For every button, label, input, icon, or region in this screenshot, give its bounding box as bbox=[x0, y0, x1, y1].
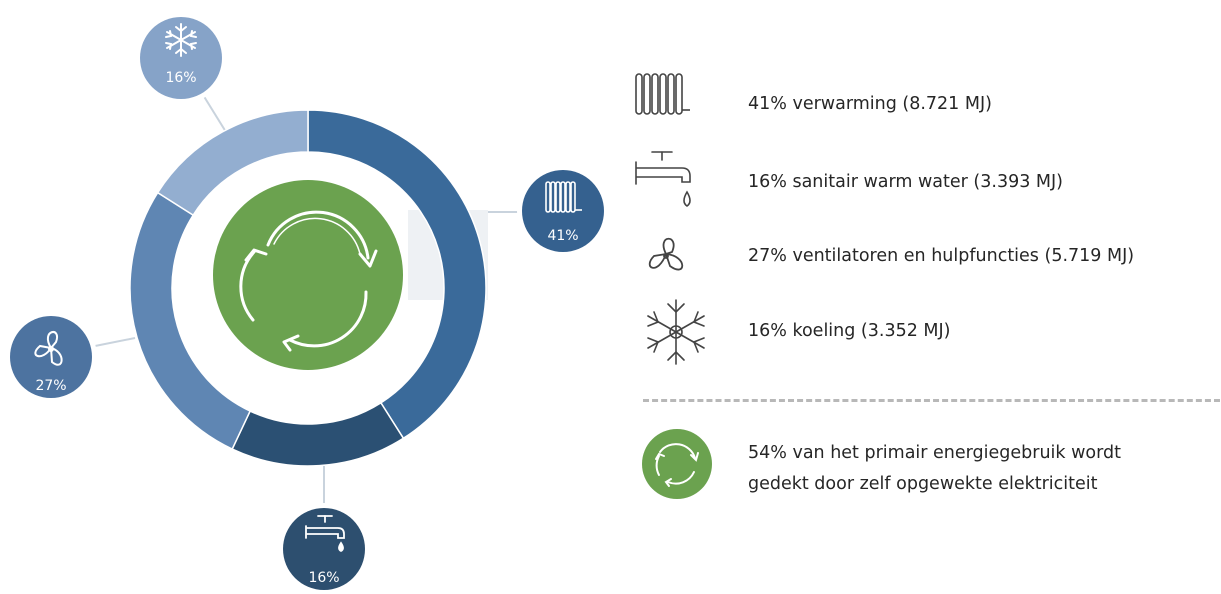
self-generated-note: 54% van het primair energiegebruik wordt… bbox=[748, 438, 1121, 500]
badge-koeling-label: 16% bbox=[165, 70, 196, 86]
note-line-2: gedekt door zelf opgewekte elektriciteit bbox=[748, 474, 1098, 494]
fan-icon bbox=[34, 331, 63, 366]
badge-sanitair-label: 16% bbox=[308, 570, 339, 586]
snowflake-icon bbox=[165, 23, 197, 57]
slice-verwarming bbox=[307, 109, 487, 440]
legend-verwarming: 41% verwarming (8.721 MJ) bbox=[748, 94, 992, 114]
legend-sanitair: 16% sanitair warm water (3.393 MJ) bbox=[748, 172, 1063, 192]
legend-ventilatoren: 27% ventilatoren en hulpfuncties (5.719 … bbox=[748, 246, 1135, 266]
badge-verwarming: 41% bbox=[517, 165, 609, 257]
fan-icon bbox=[648, 237, 684, 271]
radiator-icon bbox=[545, 181, 582, 213]
faucet-icon bbox=[305, 515, 345, 553]
badge-ventilatoren: 27% bbox=[5, 311, 97, 403]
note-line-1: 54% van het primair energiegebruik wordt bbox=[748, 443, 1121, 463]
slice-koeling bbox=[156, 109, 309, 217]
badge-sanitair: 16% bbox=[278, 503, 370, 594]
badge-koeling: 16% bbox=[135, 12, 227, 104]
donut-slices bbox=[129, 109, 487, 467]
snowflake-icon bbox=[647, 299, 705, 365]
badge-ventilatoren-label: 27% bbox=[35, 378, 66, 394]
badge-verwarming-label: 41% bbox=[547, 228, 578, 244]
faucet-icon bbox=[635, 151, 691, 207]
recycle-arrows-icon bbox=[642, 429, 712, 499]
radiator-icon bbox=[635, 73, 690, 115]
legend-koeling: 16% koeling (3.352 MJ) bbox=[748, 321, 951, 341]
divider-dashed bbox=[643, 399, 1220, 402]
recycle-arrows-icon bbox=[239, 210, 378, 352]
center-circle bbox=[213, 180, 403, 370]
slice-sanitair bbox=[231, 401, 405, 467]
